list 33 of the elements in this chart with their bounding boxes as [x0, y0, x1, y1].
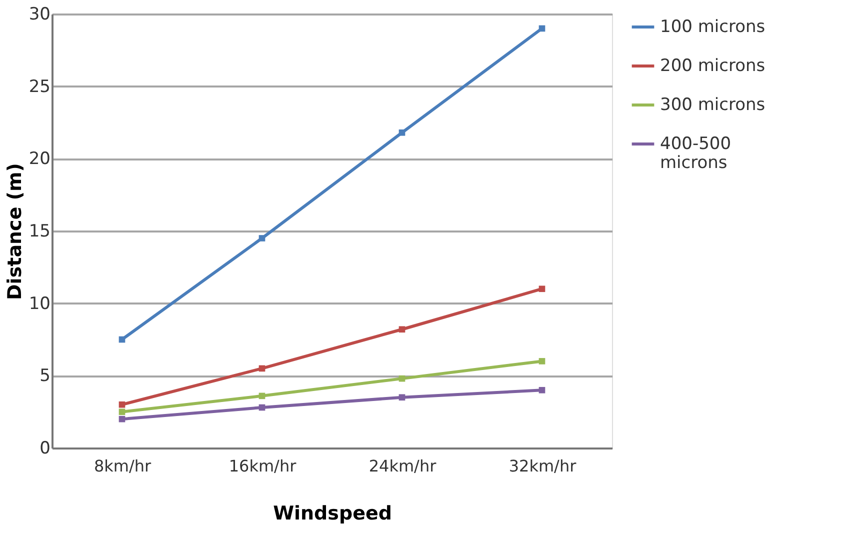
- point: [118, 401, 126, 408]
- y-tick-label: 25: [28, 76, 50, 97]
- x-tick-label: 16km/hr: [228, 456, 297, 476]
- point: [398, 129, 406, 136]
- point: [398, 326, 406, 333]
- legend-label: 200 microns: [660, 56, 766, 76]
- y-tick-label: 10: [28, 294, 50, 314]
- point: [398, 394, 406, 401]
- point: [118, 336, 126, 343]
- x-tick-label: 24km/hr: [368, 456, 437, 476]
- y-axis-title: Distance (m): [4, 163, 26, 300]
- point: [118, 408, 126, 415]
- y-tick-label: 15: [28, 222, 50, 242]
- legend-label: 100 microns: [660, 17, 766, 37]
- point: [538, 358, 546, 364]
- x-tick-label: 8km/hr: [94, 456, 152, 476]
- point: [538, 25, 546, 32]
- point: [258, 365, 266, 372]
- y-tick-label: 20: [28, 149, 50, 170]
- point: [538, 286, 546, 292]
- x-tick-label: 32km/hr: [508, 456, 577, 476]
- y-tick-label: 0: [40, 438, 50, 458]
- y-tick-label: 5: [40, 366, 50, 386]
- point: [538, 386, 546, 394]
- point: [258, 404, 266, 411]
- point: [258, 235, 266, 242]
- legend-label: 300 microns: [660, 95, 766, 115]
- legend-label: 400-500 microns: [660, 134, 732, 173]
- point: [258, 392, 266, 400]
- point: [118, 416, 126, 422]
- x-axis-title: Windspeed: [273, 502, 392, 524]
- y-tick-label: 30: [28, 4, 50, 24]
- point: [398, 375, 406, 382]
